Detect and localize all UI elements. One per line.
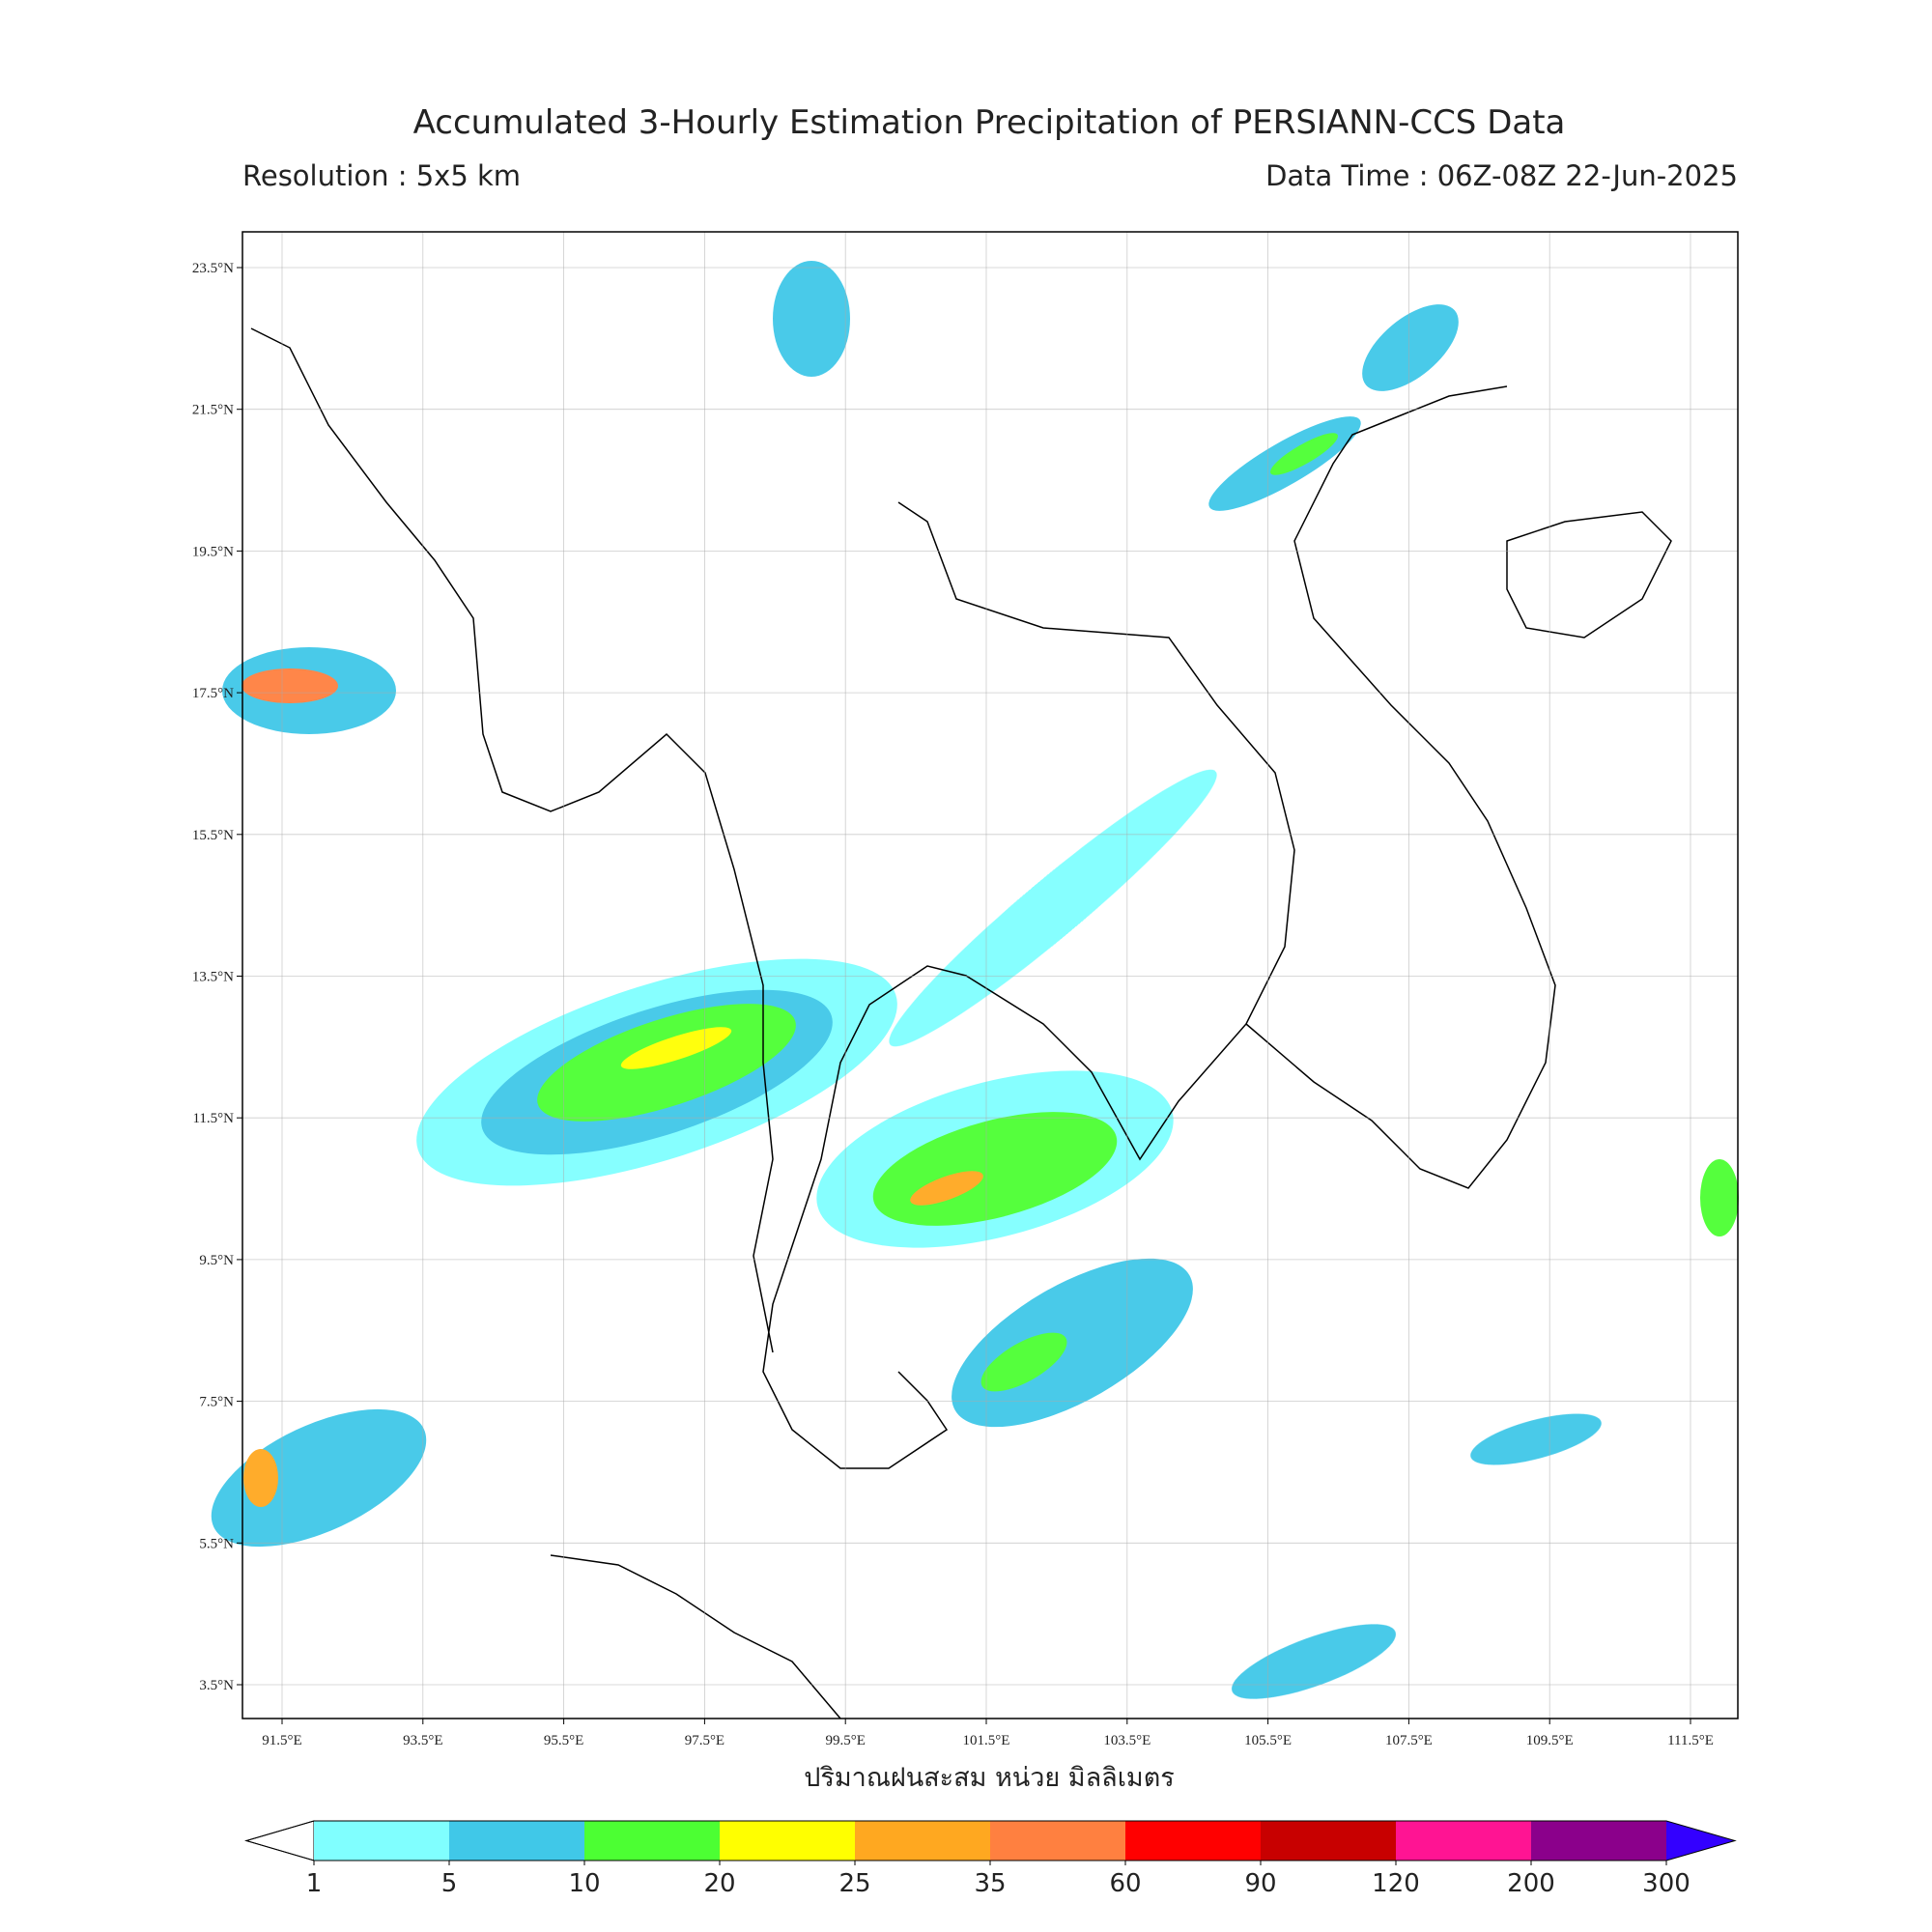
rain-area xyxy=(1470,1413,1602,1465)
data-time: Data Time : 06Z-08Z 22-Jun-2025 xyxy=(1265,159,1738,192)
x-tick-label: 99.5°E xyxy=(825,1733,865,1748)
rain-area xyxy=(211,1408,427,1548)
colorbar-label: 1 xyxy=(306,1869,323,1898)
rain-area xyxy=(889,769,1217,1047)
x-tick-label: 95.5°E xyxy=(544,1733,583,1748)
title: Accumulated 3-Hourly Estimation Precipit… xyxy=(413,103,1566,142)
y-tick-label: 5.5°N xyxy=(199,1536,234,1551)
y-tick-label: 7.5°N xyxy=(199,1395,234,1410)
rain-area xyxy=(620,1027,732,1069)
rain-area xyxy=(910,1171,983,1206)
rain-area xyxy=(1700,1159,1739,1236)
y-tick-label: 11.5°N xyxy=(192,1111,234,1126)
x-tick-label: 111.5°E xyxy=(1667,1733,1714,1748)
coastlines xyxy=(250,327,1672,1719)
colorbar-label: 200 xyxy=(1507,1869,1555,1898)
colorbar-label: 5 xyxy=(441,1869,458,1898)
y-tick-label: 13.5°N xyxy=(192,970,234,985)
coastline xyxy=(550,1554,841,1719)
colorbar-segment xyxy=(314,1821,449,1861)
colorbar-segment xyxy=(990,1821,1125,1861)
x-tick-label: 93.5°E xyxy=(403,1733,442,1748)
x-tick-label: 109.5°E xyxy=(1526,1733,1574,1748)
colorbar-segment xyxy=(1396,1821,1531,1861)
x-tick-label: 103.5°E xyxy=(1103,1733,1151,1748)
colorbar-segment xyxy=(1261,1821,1396,1861)
map-frame xyxy=(242,231,1739,1719)
x-tick-label: 105.5°E xyxy=(1244,1733,1292,1748)
coastline xyxy=(1506,511,1672,639)
colorbar: 1 5 10 20 25 35 60 90 120 200 300 xyxy=(244,1820,1737,1898)
colorbar-over xyxy=(1666,1821,1735,1861)
coastline xyxy=(762,501,1295,1469)
colorbar-label: 90 xyxy=(1244,1869,1276,1898)
map xyxy=(211,231,1739,1719)
x-tick-label: 101.5°E xyxy=(963,1733,1010,1748)
colorbar-under xyxy=(244,1820,315,1861)
colorbar-label: 35 xyxy=(974,1869,1006,1898)
colorbar-segment xyxy=(720,1821,855,1861)
rain-area xyxy=(243,1449,278,1507)
x-tick-label: 97.5°E xyxy=(685,1733,724,1748)
coastline xyxy=(1245,385,1556,1189)
y-tick-label: 19.5°N xyxy=(192,544,234,559)
colorbar-segment xyxy=(1125,1821,1261,1861)
colorbar-segment xyxy=(449,1821,584,1861)
rain-area xyxy=(980,1332,1067,1392)
y-tick-label: 3.5°N xyxy=(199,1678,234,1693)
colorbar-label: 300 xyxy=(1642,1869,1690,1898)
coastline xyxy=(250,327,774,1353)
colorbar-label: 120 xyxy=(1372,1869,1420,1898)
x-tick-label: 107.5°E xyxy=(1385,1733,1433,1748)
colorbar-label: 25 xyxy=(838,1869,870,1898)
colorbar-label: 60 xyxy=(1109,1869,1141,1898)
y-tick-label: 23.5°N xyxy=(192,261,234,276)
x-label: ปริมาณฝนสะสม หน่วย มิลลิเมตร xyxy=(804,1763,1175,1793)
colorbar-segment xyxy=(855,1821,990,1861)
colorbar-label: 10 xyxy=(568,1869,600,1898)
y-tick-label: 9.5°N xyxy=(199,1253,234,1268)
colorbar-segment xyxy=(584,1821,720,1861)
colorbar-label: 20 xyxy=(703,1869,735,1898)
colorbar-segment xyxy=(1531,1821,1666,1861)
resolution: Resolution : 5x5 km xyxy=(242,159,521,192)
y-tick-label: 21.5°N xyxy=(192,403,234,418)
y-tick-label: 15.5°N xyxy=(192,828,234,843)
y-tick-label: 17.5°N xyxy=(192,686,234,701)
x-tick-label: 91.5°E xyxy=(262,1733,301,1748)
rain-areas xyxy=(211,261,1739,1699)
rain-area xyxy=(1362,304,1459,391)
grid xyxy=(242,232,1738,1719)
rain-area xyxy=(773,261,850,377)
rain-area xyxy=(1270,433,1338,475)
rain-area xyxy=(242,668,338,703)
rain-area xyxy=(1231,1624,1397,1699)
